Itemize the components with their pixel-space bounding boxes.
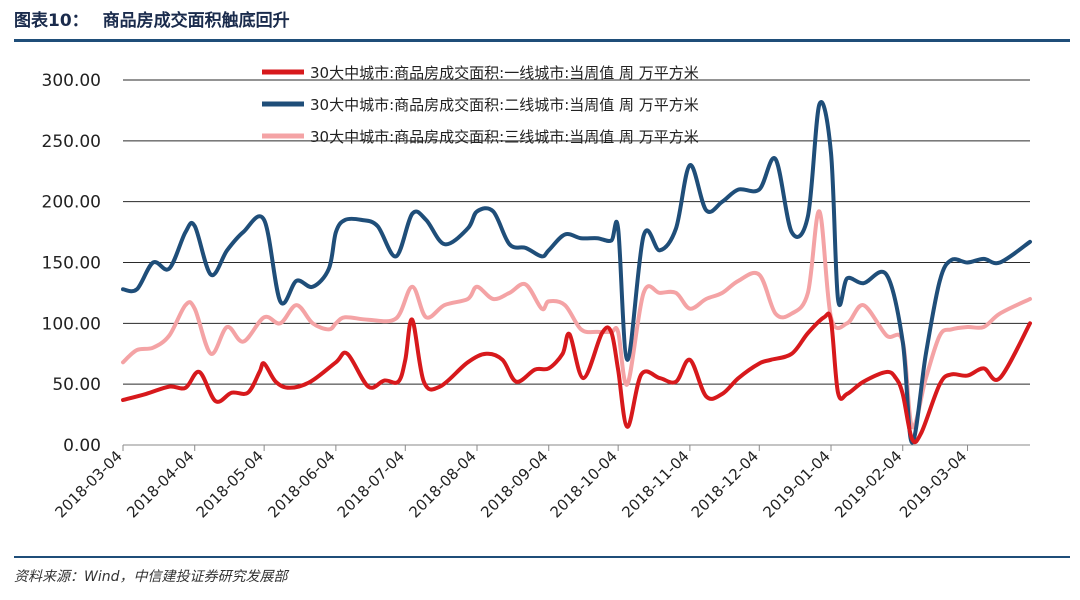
x-tick-label: 2018-04-04	[123, 447, 197, 521]
figure-number: 图表10：	[14, 11, 89, 31]
x-tick-label: 2018-08-04	[405, 447, 479, 521]
series-lines	[121, 100, 1032, 445]
bottom-rule	[14, 556, 1070, 558]
x-tick-label: 2018-06-04	[264, 447, 338, 521]
legend-label-2: 30大中城市:商品房成交面积:二线城市:当周值 周 万平方米	[310, 96, 699, 114]
x-tick-label: 2019-03-04	[896, 447, 970, 521]
x-tick-label: 2019-02-04	[831, 447, 905, 521]
x-tick-label: 2018-03-04	[51, 447, 125, 521]
y-tick-label: 150.00	[42, 254, 101, 274]
x-tick-label: 2018-07-04	[334, 447, 408, 521]
y-tick-label: 200.00	[42, 193, 101, 213]
x-tick-label: 2018-11-04	[618, 447, 692, 521]
figure-title: 图表10： 商品房成交面积触底回升	[14, 6, 290, 36]
series-line-3	[121, 209, 1032, 430]
figure-title-text: 商品房成交面积触底回升	[102, 11, 290, 31]
series-line-2	[121, 100, 1032, 445]
y-axis-ticks: 0.00 50.00 100.00 150.00 200.00 250.00 300.00	[42, 71, 101, 456]
x-tick-label: 2018-09-04	[477, 447, 551, 521]
x-axis-ticks: 2018-03-042018-04-042018-05-042018-06-04…	[51, 445, 970, 521]
legend-label-3: 30大中城市:商品房成交面积:三线城市:当周值 周 万平方米	[310, 128, 699, 146]
gridlines	[123, 79, 1030, 385]
y-tick-label: 250.00	[42, 132, 101, 152]
legend: 30大中城市:商品房成交面积:一线城市:当周值 周 万平方米 30大中城市:商品房…	[262, 64, 699, 146]
x-tick-label: 2019-01-04	[759, 447, 833, 521]
series-line-1	[121, 311, 1032, 445]
source-note: 资料来源：Wind，中信建投证券研究发展部	[14, 569, 288, 585]
legend-label-1: 30大中城市:商品房成交面积:一线城市:当周值 周 万平方米	[310, 64, 699, 82]
y-tick-label: 300.00	[42, 71, 101, 91]
x-tick-label: 2018-10-04	[547, 447, 621, 521]
y-tick-label: 50.00	[52, 375, 101, 395]
x-tick-label: 2018-05-04	[193, 447, 267, 521]
top-rule	[14, 39, 1070, 42]
x-tick-label: 2018-12-04	[688, 447, 762, 521]
y-tick-label: 100.00	[42, 314, 101, 334]
y-tick-label: 0.00	[63, 436, 101, 456]
